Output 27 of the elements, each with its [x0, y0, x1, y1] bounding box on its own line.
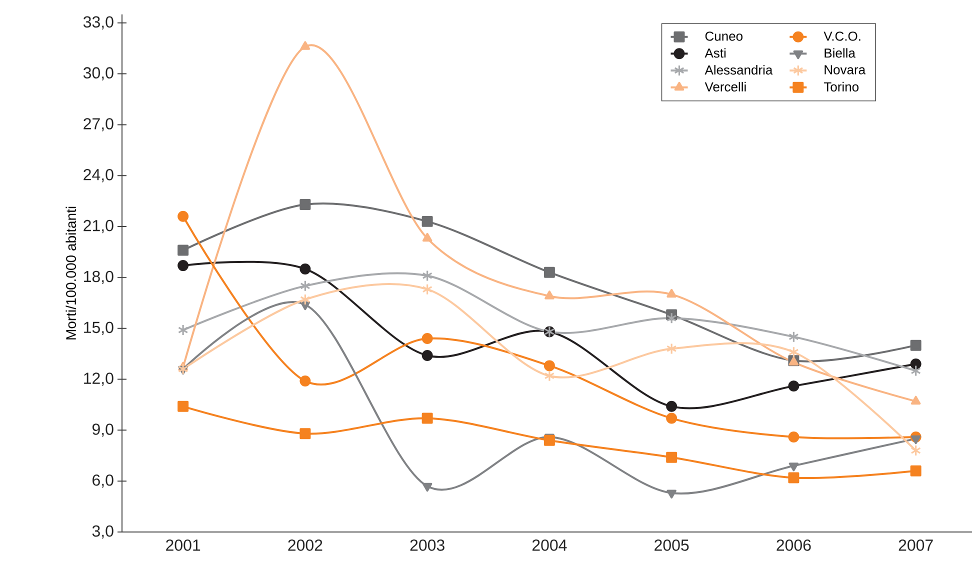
legend-label: Torino — [824, 82, 859, 92]
x-tick-label: 2001 — [166, 540, 200, 551]
y-axis-title: Morti/100.000 abitanti — [66, 206, 76, 340]
y-tick-label: 3,0 — [92, 525, 114, 539]
legend-label: Vercelli — [704, 82, 746, 92]
y-tick-label: 15,0 — [84, 322, 114, 335]
y-tick-label: 18,0 — [84, 270, 114, 284]
y-tick-label: 27,0 — [84, 118, 114, 132]
y-tick-label: 21,0 — [84, 220, 114, 234]
x-tick-label: 2005 — [654, 540, 689, 551]
y-tick-label: 9,0 — [92, 424, 114, 437]
y-tick-label: 33,0 — [83, 16, 114, 30]
x-tick-label: 2007 — [898, 540, 933, 551]
x-tick-label: 2003 — [410, 540, 444, 551]
x-tick-label: 2006 — [776, 540, 811, 551]
y-tick-label: 12,0 — [84, 372, 114, 386]
x-tick-label: 2004 — [532, 540, 567, 551]
y-tick-label: 30,0 — [83, 67, 114, 80]
legend-label: Asti — [704, 48, 726, 58]
legend-label: Biella — [824, 48, 856, 58]
x-tick-label: 2002 — [288, 540, 322, 551]
legend-label: V.C.O. — [824, 32, 860, 41]
y-tick-label: 24,0 — [84, 169, 114, 182]
legend-label: Alessandria — [704, 65, 773, 75]
y-tick-label: 6,0 — [92, 474, 114, 488]
legend-label: Cuneo — [705, 32, 742, 41]
legend-label: Novara — [824, 65, 866, 74]
